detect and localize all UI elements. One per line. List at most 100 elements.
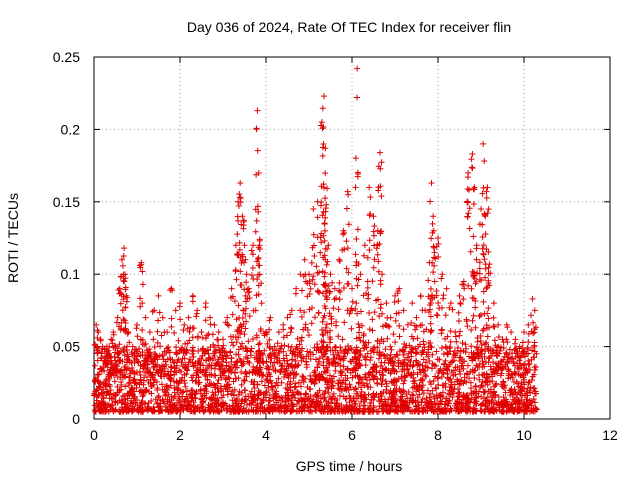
- data-marker-background: [501, 385, 508, 392]
- data-marker-streak: [284, 332, 291, 339]
- data-marker-streak: [316, 269, 323, 276]
- data-marker-streak: [242, 325, 249, 332]
- data-marker-background: [321, 404, 328, 411]
- data-marker-streak: [482, 265, 489, 272]
- data-marker-streak: [477, 311, 484, 318]
- data-marker: [220, 336, 226, 343]
- data-marker-streak: [343, 238, 350, 245]
- data-marker-background: [216, 408, 223, 415]
- data-marker-background: [364, 383, 371, 390]
- data-marker-streak: [294, 335, 301, 342]
- data-marker-background: [290, 375, 297, 382]
- data-marker-streak: [177, 316, 184, 323]
- data-marker-streak: [124, 351, 131, 358]
- data-marker-streak: [298, 287, 305, 294]
- data-marker-streak: [407, 348, 414, 355]
- data-marker: [354, 65, 361, 72]
- data-marker-background: [107, 390, 114, 397]
- data-marker-background: [471, 394, 478, 401]
- data-marker-background: [398, 373, 405, 380]
- data-marker-background: [512, 394, 519, 401]
- data-marker-streak: [220, 345, 227, 352]
- data-marker-streak: [464, 199, 471, 206]
- data-marker-streak: [376, 349, 383, 356]
- data-marker-streak: [447, 328, 454, 335]
- data-marker-streak: [234, 358, 241, 365]
- data-marker-streak: [484, 310, 491, 317]
- data-marker-streak: [238, 281, 245, 288]
- data-marker-background: [144, 360, 151, 367]
- data-marker-streak: [371, 309, 378, 316]
- data-marker-streak: [379, 365, 386, 372]
- data-marker: [387, 314, 394, 321]
- y-tick-label: 0.15: [53, 194, 80, 210]
- data-marker-streak: [526, 360, 533, 367]
- data-marker-background: [429, 387, 436, 394]
- x-tick-label: 12: [602, 427, 618, 443]
- data-marker: [374, 227, 381, 234]
- data-marker: [321, 93, 328, 100]
- data-marker-streak: [246, 294, 253, 301]
- data-marker-background: [209, 400, 216, 407]
- data-marker-streak: [351, 350, 358, 357]
- data-marker-streak: [354, 173, 361, 180]
- data-marker-background: [257, 408, 264, 415]
- data-marker-streak: [365, 339, 372, 346]
- data-marker-background: [267, 359, 274, 366]
- data-marker: [383, 300, 390, 307]
- data-marker-streak: [354, 372, 361, 379]
- data-marker-streak: [366, 309, 373, 316]
- data-marker-streak: [408, 333, 415, 340]
- data-marker-background: [102, 380, 109, 387]
- data-marker-streak: [232, 267, 239, 274]
- data-marker-background: [273, 406, 280, 413]
- data-marker-streak: [277, 369, 284, 376]
- data-marker-background: [258, 400, 265, 407]
- data-marker: [361, 242, 368, 249]
- data-marker-background: [342, 346, 349, 353]
- data-marker-streak: [100, 364, 107, 371]
- data-marker-background: [335, 380, 342, 387]
- data-marker-streak: [196, 355, 203, 362]
- data-marker-background: [293, 401, 300, 408]
- data-marker-streak: [341, 246, 348, 253]
- data-marker-background: [513, 378, 520, 385]
- data-marker-background: [346, 393, 353, 400]
- data-marker-background: [487, 386, 494, 393]
- data-marker-streak: [133, 369, 140, 376]
- data-marker-streak: [235, 202, 242, 209]
- data-marker-background: [435, 369, 442, 376]
- data-marker-background: [378, 405, 385, 412]
- data-marker-background: [214, 380, 221, 387]
- data-marker: [134, 321, 140, 328]
- data-marker-streak: [320, 140, 327, 147]
- data-marker-background: [171, 393, 178, 400]
- data-marker-streak: [480, 242, 487, 249]
- data-marker-background: [228, 390, 235, 397]
- data-marker: [327, 271, 334, 278]
- data-marker-streak: [285, 343, 292, 350]
- data-marker-streak: [225, 322, 232, 329]
- data-marker-streak: [150, 336, 157, 343]
- data-marker-streak: [171, 371, 178, 378]
- data-marker-streak: [322, 214, 329, 221]
- data-marker-streak: [468, 326, 475, 333]
- data-marker-streak: [240, 225, 247, 232]
- data-marker-streak: [386, 323, 393, 330]
- data-marker-background: [356, 350, 363, 357]
- data-marker-streak: [311, 252, 318, 259]
- data-marker-background: [364, 350, 371, 357]
- data-marker-streak: [129, 367, 136, 374]
- data-marker-background: [393, 397, 400, 404]
- data-marker-streak: [324, 245, 331, 252]
- data-marker-background: [217, 372, 224, 379]
- data-marker-background: [489, 397, 496, 404]
- data-marker: [275, 329, 282, 336]
- data-marker-streak: [416, 366, 423, 373]
- data-marker-background: [263, 376, 270, 383]
- data-marker-streak: [256, 359, 263, 366]
- data-marker-background: [349, 374, 356, 381]
- data-marker-streak: [186, 328, 193, 335]
- data-marker-streak: [154, 328, 161, 335]
